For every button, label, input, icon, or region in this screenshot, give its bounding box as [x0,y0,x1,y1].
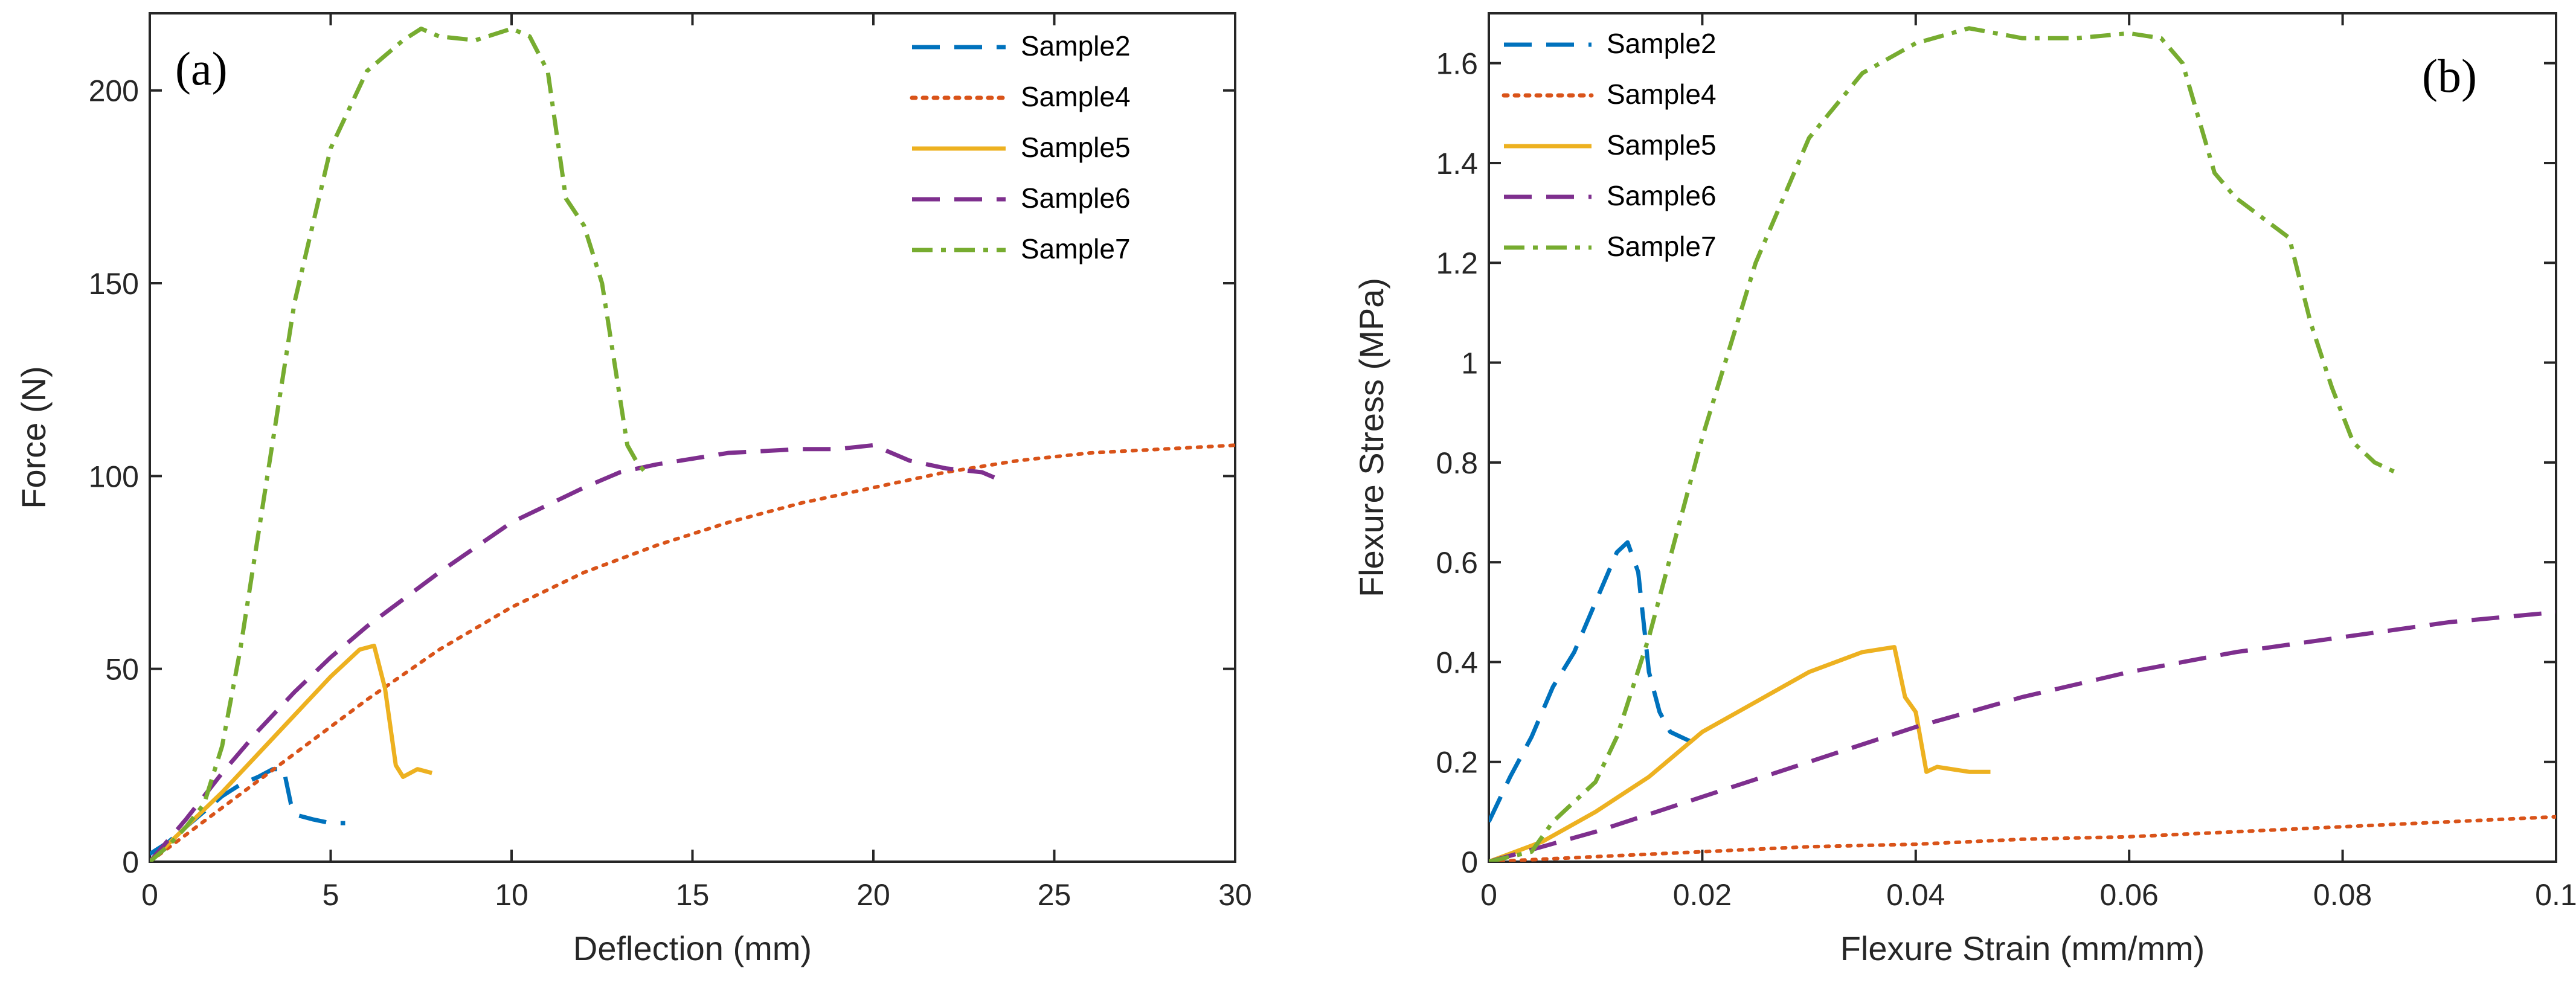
x-tick-label: 0.06 [2100,878,2159,912]
y-tick-label: 0.4 [1436,646,1478,679]
y-tick-label: 1 [1461,347,1478,380]
x-tick-label: 0.02 [1673,878,1732,912]
legend: Sample2 Sample4 Sample5 Sample6 Sample7 [910,30,1131,264]
y-tick-label: 1.2 [1436,246,1478,280]
y-tick-label: 0 [122,845,139,879]
x-axis-label: Deflection (mm) [573,929,812,967]
x-tick-label: 5 [323,878,339,912]
series-line-sample7 [150,27,651,862]
y-tick-label: 1.6 [1436,47,1478,81]
panel-label: (a) [175,42,228,95]
y-tick-label: 1.4 [1436,147,1478,181]
legend-label-sample4: Sample4 [1607,79,1717,110]
x-tick-label: 25 [1038,878,1071,912]
series-line-sample4 [1489,815,2556,862]
x-tick-label: 15 [676,878,710,912]
legend-label-sample5: Sample5 [1607,129,1717,161]
legend-label-sample7: Sample7 [1021,233,1131,264]
y-tick-label: 150 [89,267,139,301]
y-tick-label: 200 [89,74,139,108]
y-tick-label: 0.6 [1436,546,1478,580]
x-tick-label: 10 [495,878,528,912]
plot-area [1488,12,2557,863]
series-line-sample2 [1489,540,1693,823]
chart-panel-b: 0 0.02 0.04 0.06 0.08 0.1 0 0.2 0.4 0.6 0.8 1 1.2 1.4… [1352,12,2576,967]
legend-label-sample2: Sample2 [1021,30,1131,62]
x-tick-label: 0.1 [2535,878,2576,912]
y-tick-label: 0 [1461,845,1478,879]
legend-label-sample5: Sample5 [1021,132,1131,163]
legend-label-sample6: Sample6 [1021,182,1131,214]
series-line-sample5 [1489,645,1991,862]
x-tick-label: 0.08 [2313,878,2372,912]
x-tick-label: 20 [856,878,890,912]
x-tick-label: 30 [1218,878,1252,912]
x-axis-label: Flexure Strain (mm/mm) [1840,929,2205,967]
panel-label: (b) [2422,50,2477,102]
y-tick-label: 0.2 [1436,746,1478,780]
x-tick-label: 0 [1480,878,1497,912]
legend-label-sample4: Sample4 [1021,81,1131,112]
legend-label-sample6: Sample6 [1607,180,1717,211]
series-line-sample6 [1489,610,2556,862]
legend: Sample2 Sample4 Sample5 Sample6 Sample7 [1502,28,1717,262]
series-line-sample6 [150,443,1001,862]
y-tick-label: 100 [89,460,139,493]
y-tick-label: 0.8 [1436,446,1478,480]
y-tick-label: 50 [105,653,139,687]
legend-label-sample7: Sample7 [1607,231,1717,262]
legend-label-sample2: Sample2 [1607,28,1717,59]
chart-panel-a: 0 5 10 15 20 25 30 0 50 100 150 200 Deflection (mm) F… [14,12,1252,967]
y-axis-label: Flexure Stress (MPa) [1352,278,1390,597]
series-line-sample5 [150,643,433,862]
x-tick-label: 0 [141,878,158,912]
y-axis-label: Force (N) [14,366,53,508]
plot-area [149,12,1236,863]
x-tick-label: 0.04 [1886,878,1945,912]
series-line-sample7 [1489,26,2397,862]
